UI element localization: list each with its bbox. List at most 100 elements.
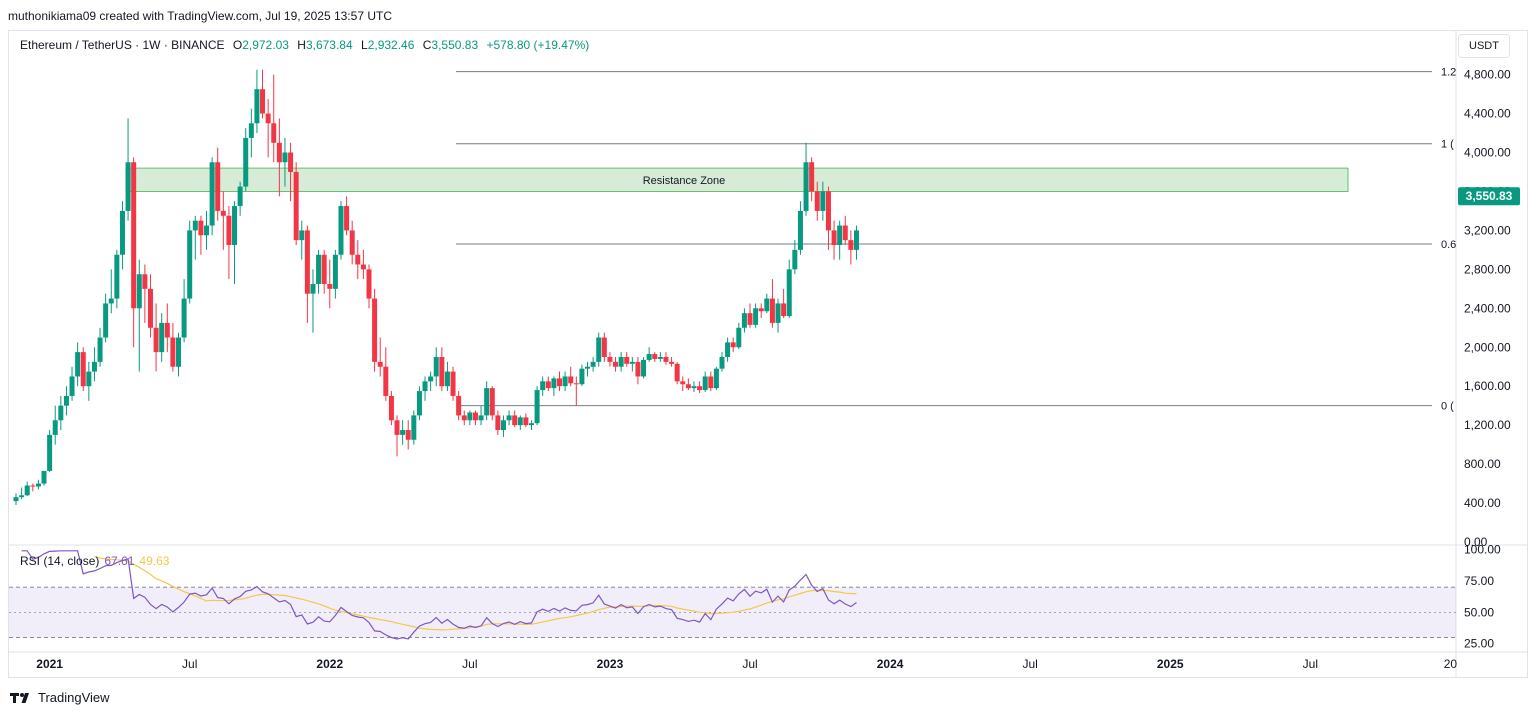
- candle-body: [557, 378, 563, 387]
- open-value: 2,972.03: [242, 38, 289, 52]
- candle-body: [439, 356, 445, 387]
- candle-body: [534, 390, 540, 424]
- chart-frame: [8, 30, 1528, 678]
- rsi-line: [21, 550, 857, 640]
- candle-body: [80, 352, 86, 387]
- candle-body: [293, 171, 299, 241]
- candle-body: [321, 254, 327, 284]
- tradingview-brand[interactable]: TradingView: [10, 690, 110, 705]
- fib-level-label: 1.2: [1441, 67, 1456, 79]
- candle-body: [288, 152, 294, 172]
- candle-body: [484, 388, 490, 416]
- candle-body: [618, 356, 624, 367]
- candle-body: [260, 89, 266, 114]
- candle-body: [585, 366, 591, 369]
- candle-body: [192, 220, 198, 231]
- candle-body: [803, 162, 809, 211]
- candle-body: [831, 230, 837, 246]
- candle-body: [394, 420, 400, 435]
- candle-body: [170, 337, 176, 367]
- candle-body: [540, 381, 546, 391]
- y-tick-label: 3,200.00: [1464, 223, 1511, 237]
- candle-body: [478, 415, 484, 421]
- x-tick-label: 2024: [877, 657, 904, 671]
- candle-body: [360, 264, 366, 270]
- candle-body: [349, 230, 355, 255]
- candle-body: [428, 376, 434, 382]
- candle-body: [254, 89, 260, 124]
- candle-body: [215, 162, 221, 211]
- rsi-label: RSI (14, close): [20, 554, 100, 568]
- candle-body: [512, 415, 518, 426]
- candle-body: [91, 361, 97, 372]
- candle-body: [837, 225, 843, 246]
- rsi-ma-line: [94, 556, 857, 631]
- currency-button[interactable]: USDT: [1458, 34, 1510, 58]
- candle-body: [775, 303, 781, 323]
- rsi-tick-label: 25.00: [1464, 637, 1494, 651]
- candle-body: [108, 298, 114, 304]
- x-tick-label: 2022: [316, 657, 343, 671]
- created-by-line: muthonikiama09 created with TradingView.…: [8, 9, 392, 23]
- candle-body: [75, 352, 81, 377]
- candle-body: [730, 342, 736, 348]
- candle-body: [825, 191, 831, 231]
- candle-body: [204, 225, 210, 236]
- x-tick-label: 2021: [36, 657, 63, 671]
- candle-body: [159, 322, 165, 353]
- candle-body: [663, 356, 669, 362]
- candle-body: [607, 356, 613, 362]
- candle-body: [853, 230, 859, 250]
- candle-body: [338, 206, 344, 255]
- candle-body: [528, 423, 534, 426]
- candle-body: [248, 123, 254, 138]
- candle-body: [467, 412, 473, 421]
- candle-body: [809, 162, 815, 192]
- candle-body: [164, 322, 170, 338]
- candle-body: [517, 417, 523, 426]
- candle-body: [781, 303, 787, 317]
- candle-body: [372, 298, 378, 362]
- candle-body: [316, 254, 322, 284]
- y-tick-label: 4,400.00: [1464, 107, 1511, 121]
- candle-body: [276, 142, 282, 163]
- rsi-ma-value: 49.63: [139, 554, 170, 568]
- y-tick-label: 4,000.00: [1464, 146, 1511, 160]
- candle-body: [265, 113, 271, 124]
- x-tick-label: 2023: [597, 657, 624, 671]
- candle-body: [13, 497, 19, 502]
- candle-body: [388, 395, 394, 421]
- candle-body: [472, 412, 478, 421]
- candle-body: [713, 368, 719, 389]
- fib-level-label: 0.6: [1441, 239, 1456, 251]
- candle-body: [568, 376, 574, 384]
- candle-body: [209, 162, 215, 226]
- candle-body: [220, 210, 226, 216]
- candle-body: [523, 417, 529, 426]
- candle-body: [489, 388, 495, 416]
- y-tick-label: 800.00: [1464, 457, 1501, 471]
- candle-body: [702, 376, 708, 391]
- resistance-zone-label: Resistance Zone: [643, 175, 726, 187]
- candle-body: [635, 361, 641, 377]
- candle-body: [820, 191, 826, 211]
- y-tick-label: 1,200.00: [1464, 418, 1511, 432]
- candle-body: [411, 415, 417, 440]
- rsi-tick-label: 100.00: [1464, 543, 1501, 557]
- rsi-tick-label: 50.00: [1464, 605, 1494, 619]
- change-value: +578.80 (+19.47%): [486, 38, 590, 52]
- candle-body: [747, 313, 753, 325]
- candle-body: [685, 384, 691, 389]
- candle-body: [613, 361, 619, 367]
- close-label: C: [422, 38, 432, 52]
- y-tick-label: 2,800.00: [1464, 262, 1511, 276]
- low-value: 2,932.46: [367, 38, 415, 52]
- x-tick-label: Jul: [182, 657, 197, 671]
- candle-body: [383, 366, 389, 396]
- y-tick-label: 4,800.00: [1464, 68, 1511, 82]
- candle-body: [310, 283, 316, 294]
- candle-body: [579, 368, 585, 385]
- candle-body: [669, 361, 675, 364]
- candle-body: [35, 483, 41, 487]
